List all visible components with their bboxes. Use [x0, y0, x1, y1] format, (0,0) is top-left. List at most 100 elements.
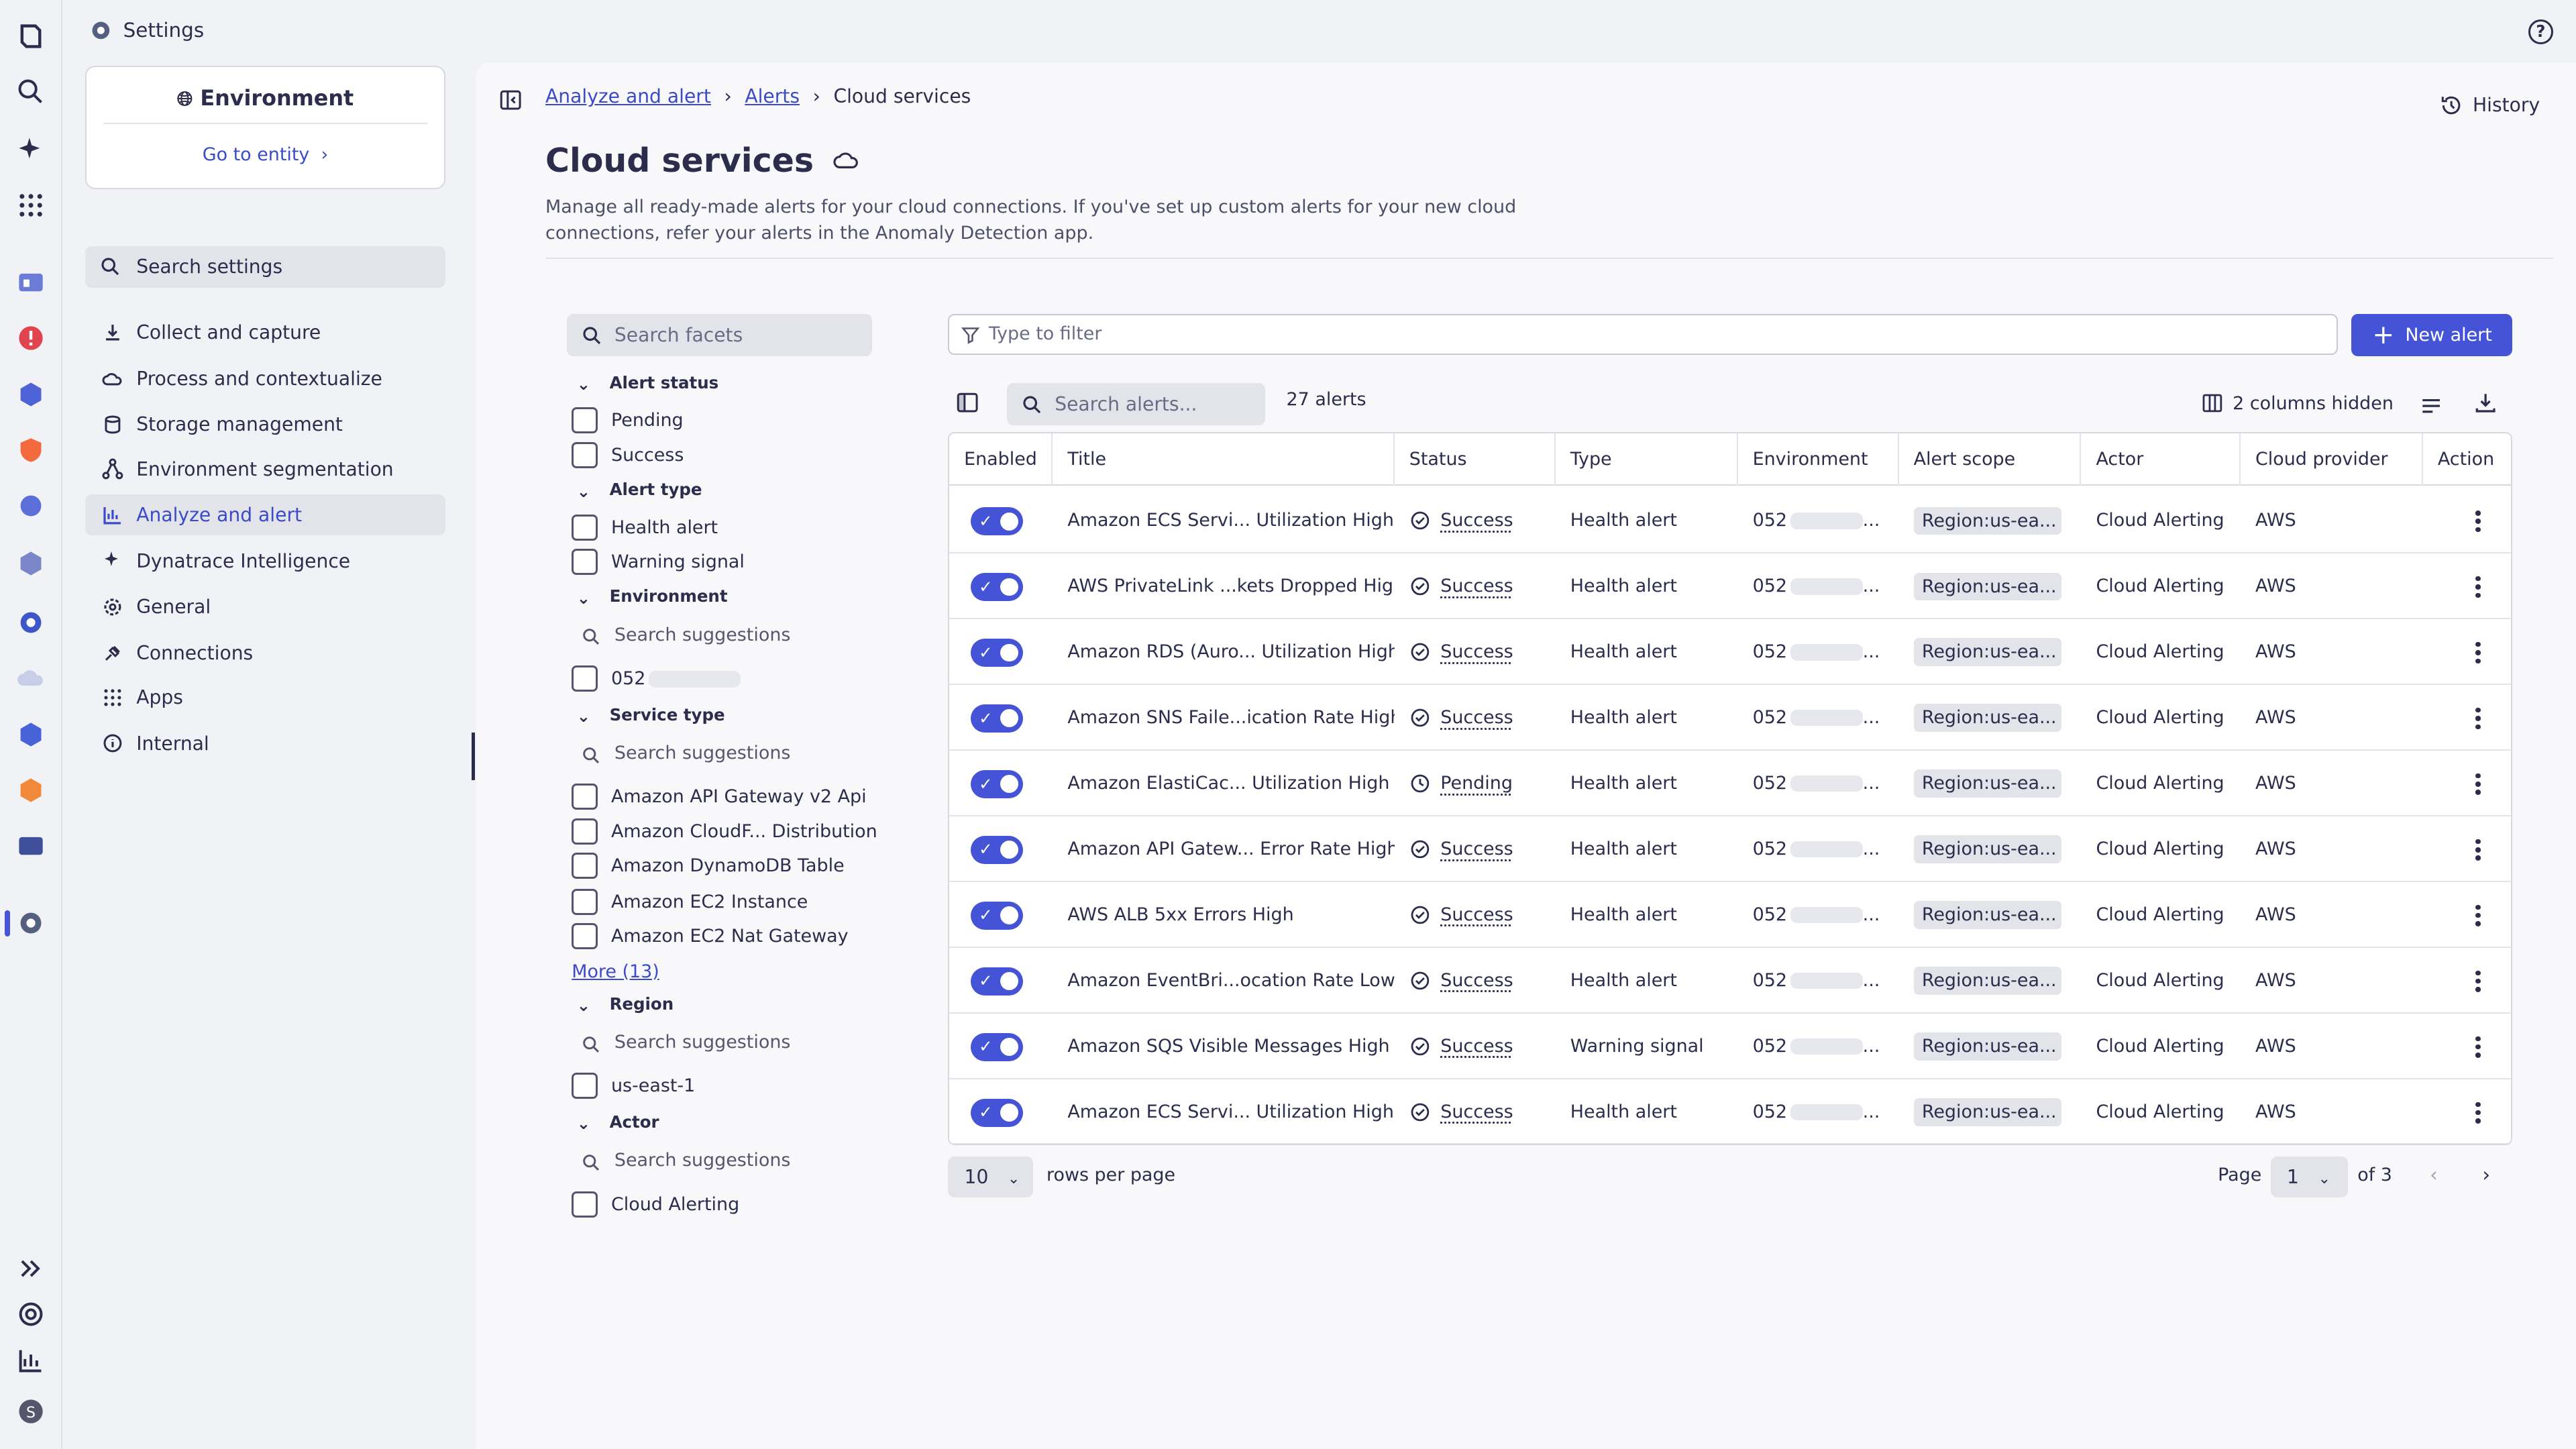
facet-option-region[interactable]: us-east-1 [572, 1073, 695, 1099]
more-actions-icon[interactable] [2475, 839, 2481, 861]
more-actions-icon[interactable] [2475, 1102, 2481, 1124]
status-cell[interactable]: Success [1395, 619, 1556, 685]
column-header[interactable]: Status [1395, 433, 1556, 486]
facet-option-actor[interactable]: Cloud Alerting [572, 1191, 739, 1218]
title-cell[interactable]: Amazon RDS (Auro... Utilization High [1067, 641, 1395, 662]
facet-header-alert-type[interactable]: ⌄ Alert type [567, 480, 702, 500]
sidebar-collapse-icon[interactable] [499, 89, 522, 111]
enabled-toggle[interactable]: ✓ [970, 573, 1024, 601]
new-alert-button[interactable]: + New alert [2351, 313, 2512, 357]
go-to-entity-link[interactable]: Go to entity › [87, 144, 443, 165]
search-settings-input[interactable]: Search settings [85, 246, 445, 288]
table-row[interactable]: ✓ Amazon API Gatew... Error Rate High Succ… [949, 816, 2511, 882]
title-cell[interactable]: Amazon EventBri...ocation Rate Low [1067, 969, 1395, 991]
column-header[interactable]: Enabled [949, 433, 1053, 486]
column-header[interactable]: Type [1556, 433, 1738, 486]
security-app-icon[interactable] [15, 434, 48, 467]
column-header[interactable]: Environment [1738, 433, 1899, 486]
checkbox[interactable] [572, 407, 598, 434]
nav-item-process-and-contextualize[interactable]: Process and contextualize [85, 358, 445, 399]
more-actions-icon[interactable] [2475, 642, 2481, 663]
search-alerts-input[interactable]: Search alerts... [1007, 382, 1265, 426]
facet-header-alert-status[interactable]: ⌄ Alert status [567, 373, 719, 394]
apps-grid-icon[interactable] [15, 189, 48, 222]
row-density-icon[interactable] [2420, 394, 2443, 417]
status-cell[interactable]: Success [1395, 685, 1556, 751]
facet-option-service[interactable]: Amazon DynamoDB Table [572, 853, 845, 879]
facet-option-warning-signal[interactable]: Warning signal [572, 548, 745, 576]
column-header[interactable]: Cloud provider [2241, 433, 2423, 486]
sparkle-icon[interactable] [15, 133, 48, 166]
breadcrumb-analyze-and-alert[interactable]: Analyze and alert [545, 85, 711, 108]
settings-app-active-icon[interactable] [15, 907, 48, 940]
column-header[interactable]: Alert scope [1899, 433, 2082, 486]
show-more-link[interactable]: More (13) [572, 961, 659, 982]
status-cell[interactable]: Success [1395, 816, 1556, 882]
actor-suggestions-search[interactable]: Search suggestions [567, 1150, 790, 1171]
workflows-app-icon[interactable] [15, 773, 48, 806]
expand-icon[interactable] [15, 1252, 48, 1285]
facets-toggle-icon[interactable] [956, 391, 979, 414]
title-cell[interactable]: Amazon ECS Servi... Utilization High [1067, 509, 1394, 531]
facet-header-region[interactable]: ⌄ Region [567, 994, 674, 1015]
more-actions-icon[interactable] [2475, 773, 2481, 795]
next-page-icon[interactable]: › [2482, 1163, 2491, 1186]
history-button[interactable]: History [2440, 94, 2540, 117]
services-app-icon[interactable] [15, 490, 48, 523]
infrastructure-app-icon[interactable] [15, 378, 48, 411]
status-cell[interactable]: Success [1395, 948, 1556, 1014]
column-header[interactable]: Title [1053, 433, 1395, 486]
nav-item-internal[interactable]: Internal [85, 723, 445, 764]
more-actions-icon[interactable] [2475, 904, 2481, 926]
columns-hidden-button[interactable]: 2 columns hidden [2202, 392, 2394, 414]
search-facets-input[interactable]: Search facets [566, 313, 873, 357]
enabled-toggle[interactable]: ✓ [970, 507, 1024, 535]
nav-resize-handle[interactable] [471, 733, 475, 781]
service-type-suggestions-search[interactable]: Search suggestions [567, 743, 790, 763]
dynatrace-logo-icon[interactable] [15, 19, 48, 52]
nav-item-environment-segmentation[interactable]: Environment segmentation [85, 449, 445, 490]
more-actions-icon[interactable] [2475, 1036, 2481, 1058]
checkbox[interactable] [572, 441, 598, 468]
breadcrumb-alerts[interactable]: Alerts [745, 85, 800, 108]
facet-option-service[interactable]: Amazon EC2 Nat Gateway [572, 923, 849, 950]
facet-header-environment[interactable]: ⌄ Environment [567, 586, 728, 607]
more-actions-icon[interactable] [2475, 576, 2481, 598]
facet-option-environment[interactable]: 052 [572, 665, 741, 692]
enabled-toggle[interactable]: ✓ [970, 967, 1024, 996]
nav-item-analyze-and-alert[interactable]: Analyze and alert [85, 494, 445, 536]
enabled-toggle[interactable]: ✓ [970, 1032, 1024, 1061]
table-row[interactable]: ✓ Amazon ECS Servi... Utilization High Suc… [949, 1079, 2511, 1144]
facet-option-service[interactable]: Amazon CloudF... Distribution [572, 818, 877, 845]
title-cell[interactable]: AWS ALB 5xx Errors High [1067, 904, 1294, 925]
checkbox[interactable] [572, 784, 598, 810]
table-row[interactable]: ✓ AWS ALB 5xx Errors High Success Health al… [949, 882, 2511, 948]
help-icon[interactable]: ? [2528, 19, 2553, 45]
cloud-app-icon[interactable] [15, 662, 48, 695]
enabled-toggle[interactable]: ✓ [970, 704, 1024, 733]
facet-header-actor[interactable]: ⌄ Actor [567, 1112, 659, 1133]
facet-option-pending[interactable]: Pending [572, 407, 684, 434]
search-icon[interactable] [15, 76, 48, 109]
rows-per-page-select[interactable]: 10 ⌄ [948, 1157, 1034, 1198]
title-cell[interactable]: Amazon ElastiCac... Utilization High [1067, 772, 1390, 794]
facet-option-service[interactable]: Amazon API Gateway v2 Api [572, 784, 867, 810]
enabled-toggle[interactable]: ✓ [970, 836, 1024, 864]
enabled-toggle[interactable]: ✓ [970, 1098, 1024, 1127]
nav-item-connections[interactable]: Connections [85, 633, 445, 674]
dashboards-app-icon[interactable] [15, 266, 48, 299]
facet-option-success[interactable]: Success [572, 441, 684, 468]
usage-chart-icon[interactable] [15, 1344, 48, 1377]
title-cell[interactable]: Amazon SNS Faile...ication Rate High [1067, 706, 1395, 728]
checkbox[interactable] [572, 548, 598, 576]
title-cell[interactable]: Amazon ECS Servi... Utilization High [1067, 1101, 1394, 1122]
status-cell[interactable]: Success [1395, 1079, 1556, 1144]
status-cell[interactable]: Success [1395, 488, 1556, 553]
nav-item-collect-and-capture[interactable]: Collect and capture [85, 312, 445, 353]
title-cell[interactable]: Amazon SQS Visible Messages High [1067, 1035, 1390, 1057]
facet-header-service-type[interactable]: ⌄ Service type [567, 705, 725, 726]
enabled-toggle[interactable]: ✓ [970, 902, 1024, 930]
download-icon[interactable] [2474, 391, 2497, 414]
more-actions-icon[interactable] [2475, 511, 2481, 532]
settings-app-icon[interactable] [15, 606, 48, 639]
